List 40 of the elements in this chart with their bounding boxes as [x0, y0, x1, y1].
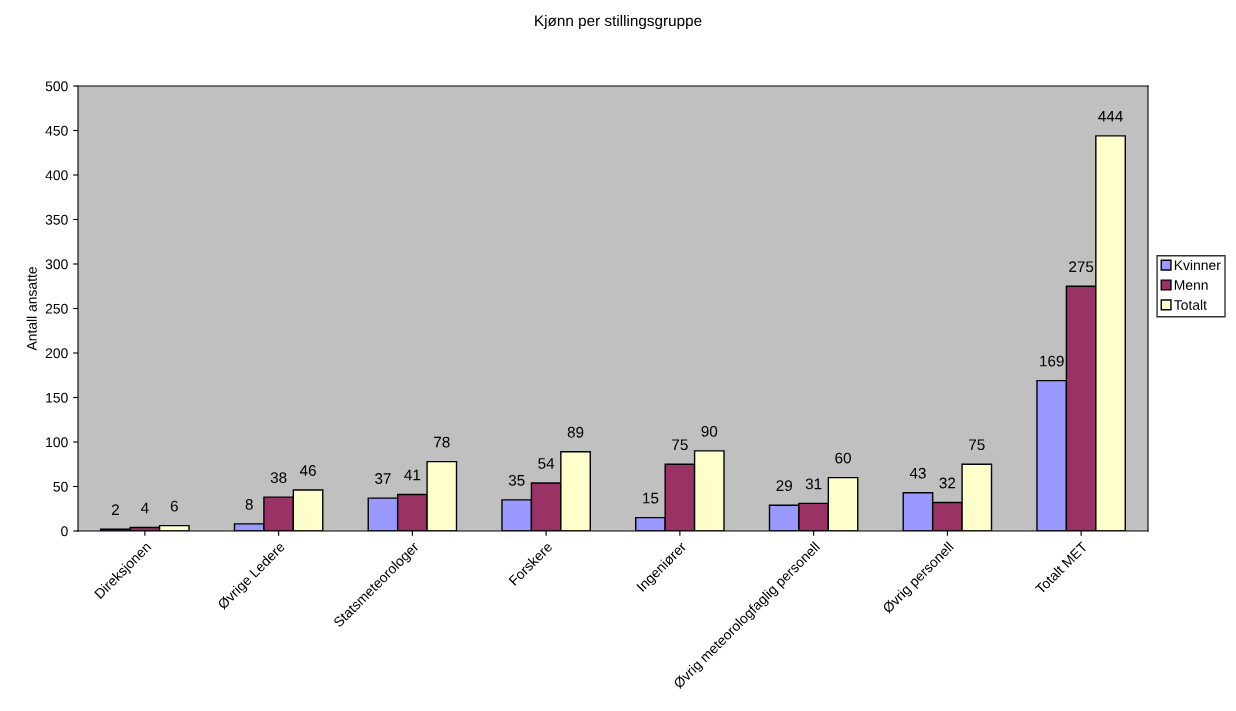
data-label: 15 — [643, 492, 659, 504]
y-tick-label: 350 — [45, 214, 68, 225]
y-tick-label: 200 — [45, 348, 68, 359]
legend-label: Menn — [1174, 280, 1208, 290]
data-label: 37 — [375, 473, 391, 484]
data-label: 6 — [170, 500, 178, 512]
data-label: 2 — [111, 504, 119, 515]
data-label: 29 — [776, 480, 792, 492]
y-tick-label: 100 — [46, 437, 68, 448]
data-label: 60 — [835, 452, 851, 464]
y-tick-label: 300 — [45, 259, 68, 270]
data-label: 169 — [1040, 355, 1064, 367]
data-label: 31 — [805, 478, 822, 490]
data-label: 78 — [434, 436, 450, 448]
data-label: 75 — [969, 439, 985, 451]
y-tick-label: 50 — [53, 481, 68, 492]
y-tick-label: 150 — [46, 392, 68, 403]
data-label: 46 — [299, 465, 316, 476]
data-label: 43 — [909, 467, 926, 479]
data-label: 38 — [270, 472, 287, 484]
y-axis-title: Antall ansatte — [26, 267, 37, 351]
data-label: 90 — [701, 425, 718, 437]
data-label: 8 — [245, 498, 253, 510]
y-tick-label: 400 — [45, 170, 68, 181]
chart-title: Kjønn per stillingsgruppe — [535, 14, 702, 30]
legend-label: Kvinner — [1174, 259, 1221, 271]
data-label: 54 — [538, 458, 555, 469]
y-tick-label: 500 — [45, 81, 68, 92]
data-label: 32 — [939, 477, 956, 489]
y-tick-label: 450 — [45, 125, 68, 136]
y-tick-label: 250 — [45, 303, 68, 314]
data-label: 89 — [567, 426, 584, 438]
y-tick-label: 0 — [61, 526, 68, 537]
data-label: 75 — [672, 439, 688, 451]
legend-label: Totalt — [1174, 299, 1207, 310]
data-label: 4 — [140, 502, 149, 514]
data-label: 41 — [404, 469, 421, 481]
data-label: 444 — [1098, 111, 1123, 122]
data-label: 275 — [1069, 261, 1094, 273]
data-label: 35 — [508, 474, 525, 486]
